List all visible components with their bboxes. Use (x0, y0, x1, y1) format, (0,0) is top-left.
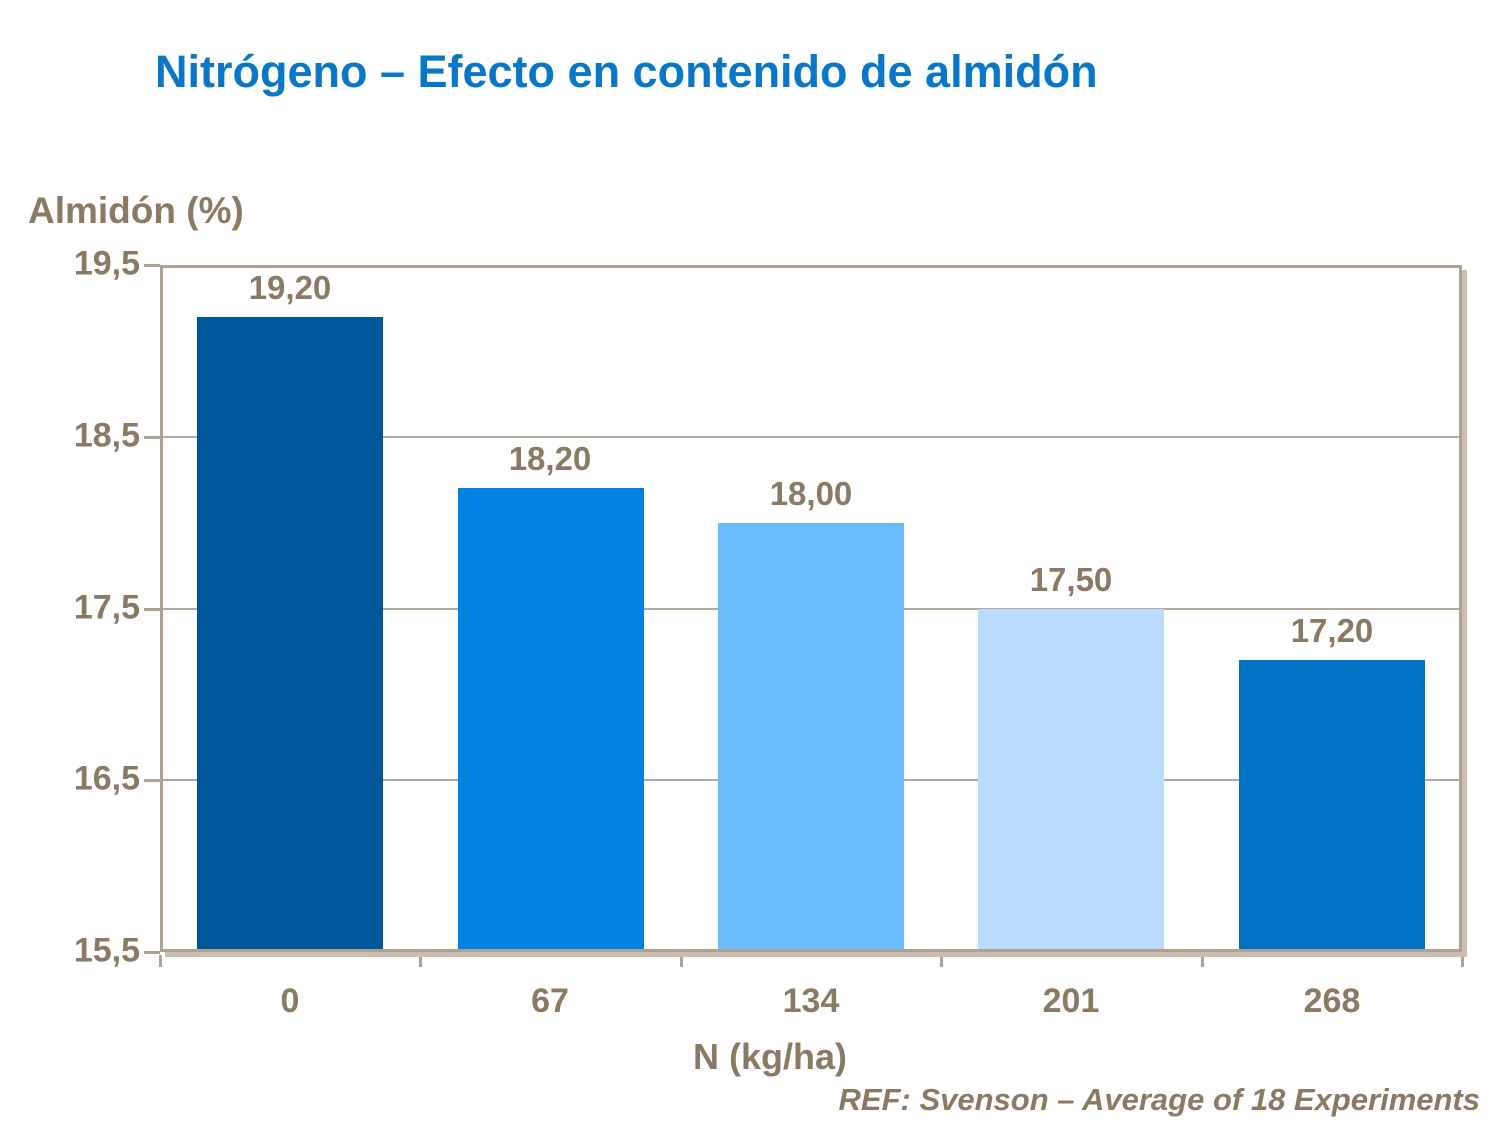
y-axis-title: Almidón (%) (28, 190, 244, 231)
bar-value-label: 17,20 (1290, 612, 1374, 649)
y-tick-mark (144, 608, 160, 611)
bar (1239, 660, 1425, 952)
bar (197, 317, 383, 952)
bar-value-label: 19,20 (248, 269, 332, 306)
y-tick-label: 17,5 (73, 588, 140, 627)
x-tick-mark (419, 955, 422, 967)
bar-value-label: 18,00 (769, 475, 853, 512)
bar-value-label: 17,50 (1029, 561, 1113, 598)
y-tick-mark (144, 951, 160, 954)
y-tick-label: 18,5 (73, 416, 140, 455)
y-tick-label: 16,5 (73, 759, 140, 798)
x-axis-title: N (kg/ha) (692, 1036, 847, 1077)
x-tick-mark (1201, 955, 1204, 967)
bar (458, 488, 644, 952)
bar (718, 523, 904, 952)
x-tick-label: 201 (1042, 982, 1100, 1020)
reference-note: REF: Svenson – Average of 18 Experiments (838, 1082, 1480, 1117)
x-tick-label: 134 (782, 982, 840, 1020)
plot-border (160, 265, 1462, 952)
y-tick-label: 19,5 (73, 244, 140, 283)
y-tick-mark (144, 779, 160, 782)
bar (978, 609, 1164, 953)
y-tick-label: 15,5 (73, 931, 140, 970)
x-tick-mark (1461, 955, 1464, 967)
x-tick-mark (159, 955, 162, 967)
x-tick-label: 0 (280, 982, 300, 1020)
x-tick-label: 268 (1303, 982, 1361, 1020)
x-tick-label: 67 (531, 982, 569, 1020)
gridline (160, 436, 1462, 438)
y-tick-mark (144, 436, 160, 439)
x-tick-mark (680, 955, 683, 967)
bar-value-label: 18,20 (508, 440, 592, 477)
y-tick-mark (144, 264, 160, 267)
x-tick-mark (940, 955, 943, 967)
chart-title: Nitrógeno – Efecto en contenido de almid… (155, 46, 1098, 97)
